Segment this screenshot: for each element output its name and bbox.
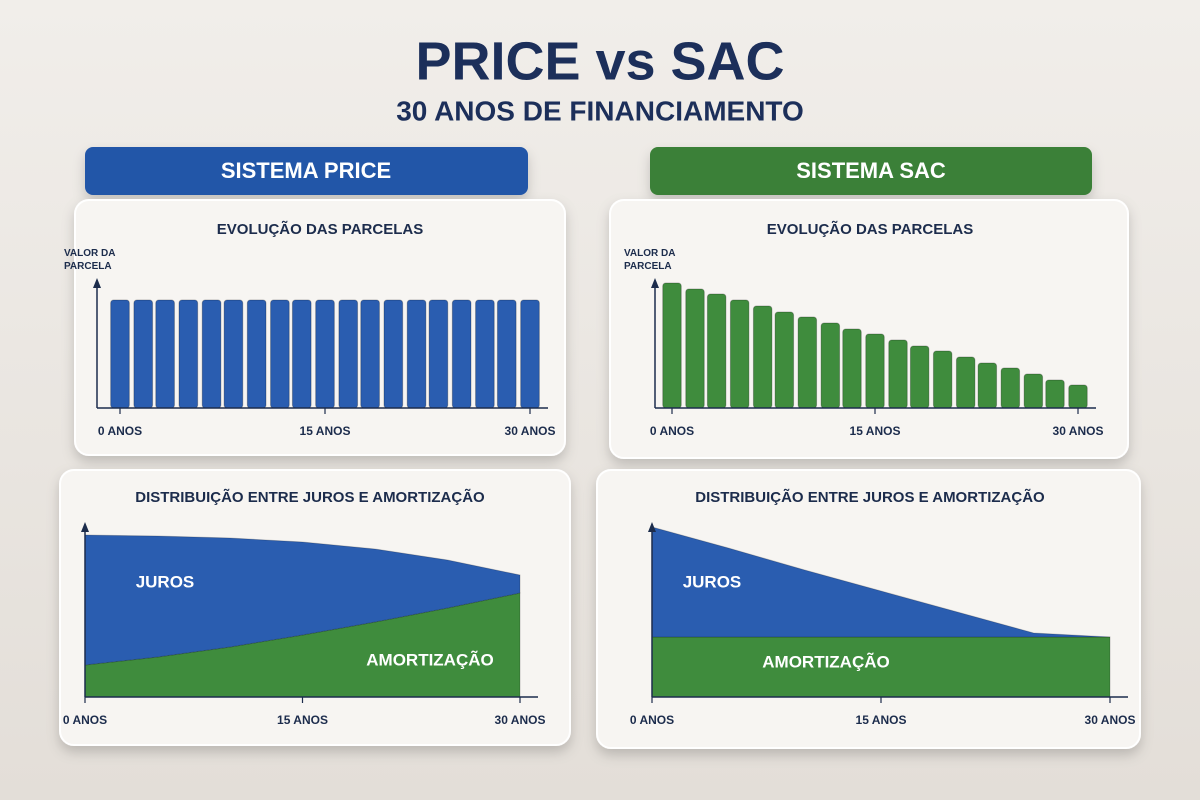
bar xyxy=(685,288,705,409)
bar xyxy=(270,299,290,409)
bar xyxy=(909,345,930,409)
bar xyxy=(383,299,404,409)
bar xyxy=(932,350,953,409)
bar xyxy=(451,299,472,409)
bar xyxy=(1068,384,1088,409)
bar xyxy=(110,299,130,409)
bar xyxy=(1045,379,1065,409)
area xyxy=(651,526,1111,638)
x-tick-label: 30 ANOS xyxy=(495,713,546,727)
bar xyxy=(428,299,449,409)
bar xyxy=(729,299,750,409)
bar xyxy=(865,333,885,409)
section-header xyxy=(650,147,1092,195)
bar xyxy=(752,305,773,409)
bar xyxy=(662,282,682,409)
bar xyxy=(338,299,359,409)
bar xyxy=(246,299,267,409)
bar xyxy=(201,299,222,409)
bar xyxy=(155,299,175,409)
bar xyxy=(223,299,244,409)
y-axis-arrow xyxy=(93,278,101,288)
section-title: SISTEMA SAC xyxy=(796,158,946,183)
y-axis-arrow xyxy=(651,278,659,288)
chart-title: DISTRIBUIÇÃO ENTRE JUROS E AMORTIZAÇÃO xyxy=(695,488,1045,506)
chart-title: EVOLUÇÃO DAS PARCELAS xyxy=(217,220,423,238)
section-title: SISTEMA PRICE xyxy=(221,158,391,183)
x-tick-label: 0 ANOS xyxy=(650,424,694,438)
section-header xyxy=(85,147,528,195)
bar xyxy=(797,316,818,409)
series-label: JUROS xyxy=(683,572,742,591)
bar xyxy=(977,362,998,409)
bar xyxy=(496,299,517,409)
x-tick-label: 15 ANOS xyxy=(300,424,351,438)
bar xyxy=(475,299,495,409)
chart-title: EVOLUÇÃO DAS PARCELAS xyxy=(767,220,973,238)
x-tick-label: 15 ANOS xyxy=(850,424,901,438)
y-axis-arrow xyxy=(81,522,89,532)
series-label: AMORTIZAÇÃO xyxy=(366,649,493,669)
bar xyxy=(315,299,335,409)
x-tick-label: 0 ANOS xyxy=(630,713,674,727)
bar xyxy=(1023,373,1044,409)
bar xyxy=(888,339,908,409)
bar xyxy=(360,299,380,409)
bar xyxy=(842,328,862,409)
y-axis-label: VALOR DA PARCELA xyxy=(64,248,116,272)
page-subtitle: 30 ANOS DE FINANCIAMENTO xyxy=(396,95,804,126)
page-title: PRICE vs SAC xyxy=(415,31,784,91)
x-tick-label: 15 ANOS xyxy=(856,713,907,727)
x-tick-label: 0 ANOS xyxy=(63,713,107,727)
bar xyxy=(706,293,727,409)
bar xyxy=(406,299,427,409)
x-tick-label: 30 ANOS xyxy=(1085,713,1136,727)
bar xyxy=(520,299,540,409)
bar xyxy=(133,299,154,409)
series-label: JUROS xyxy=(136,572,195,591)
x-tick-label: 30 ANOS xyxy=(505,424,556,438)
area xyxy=(84,534,521,666)
series-label: AMORTIZAÇÃO xyxy=(762,651,889,671)
x-tick-label: 0 ANOS xyxy=(98,424,142,438)
bar xyxy=(820,322,841,409)
bar xyxy=(291,299,312,409)
x-tick-label: 15 ANOS xyxy=(277,713,328,727)
bar xyxy=(955,356,976,409)
bar xyxy=(178,299,199,409)
bar xyxy=(1000,367,1021,409)
chart-title: DISTRIBUIÇÃO ENTRE JUROS E AMORTIZAÇÃO xyxy=(135,488,485,506)
y-axis-label: VALOR DA PARCELA xyxy=(624,248,676,272)
bar xyxy=(774,311,795,409)
y-axis-arrow xyxy=(648,522,656,532)
x-tick-label: 30 ANOS xyxy=(1053,424,1104,438)
